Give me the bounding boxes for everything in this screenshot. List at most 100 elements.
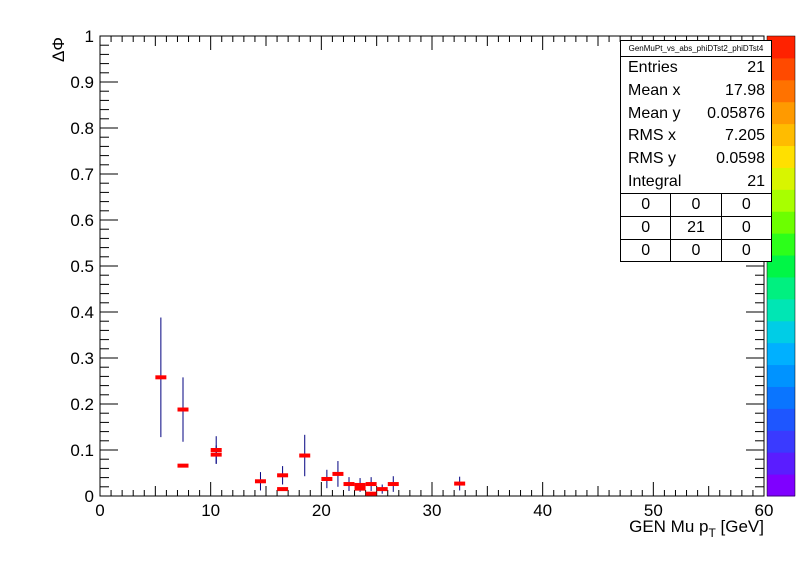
data-point [354,486,366,491]
x-tick-label: 40 [533,501,552,520]
axis-labels: GEN Mu pT [GeV] ΔΦ [49,37,764,540]
y-tick-label: 0.8 [70,119,94,138]
data-point [343,482,355,487]
y-tick-label: 0.4 [70,303,94,322]
data-point [277,473,289,478]
stats-grid-cell: 0 [621,194,672,216]
data-point [254,479,266,484]
data-point [277,487,289,492]
palette-band [767,57,795,81]
x-tick-label: 50 [644,501,663,520]
stats-box: GenMuPt_vs_abs_phiDTst2_phiDTst4 Entries… [620,40,772,263]
stats-label: RMS x [628,127,676,145]
stats-grid-cell: 0 [741,241,751,259]
stats-grid-cell: 0 [741,218,751,236]
data-point [387,482,399,487]
data-point [354,482,366,487]
stats-value: 0.05876 [707,104,765,122]
data-point [376,487,388,492]
y-tick-label: 0.7 [70,165,94,184]
y-tick-label: 0.9 [70,73,94,92]
data-markers [155,375,466,496]
stats-row: RMS x 7.205 [621,125,771,148]
stats-rows: Entries 21 Mean x 17.98 Mean y 0.05876 RMS x 7.… [621,57,771,193]
stats-value: 0.0598 [716,150,765,168]
stats-row: Mean x 17.98 [621,80,771,103]
data-point [177,407,189,412]
palette-band [767,211,795,234]
stats-label: RMS y [628,150,676,168]
palette-band [767,123,795,147]
data-point [155,375,167,380]
data-point [299,453,311,458]
data-point [177,463,189,468]
stats-box-title: GenMuPt_vs_abs_phiDTst2_phiDTst4 [621,41,771,57]
palette-band [767,408,795,431]
palette-band [767,320,795,344]
stats-grid-cell: 0 [671,194,722,216]
stats-label: Entries [628,59,678,77]
y-tick-label: 0 [85,487,94,506]
x-tick-label: 30 [423,501,442,520]
x-axis-title: GEN Mu pT [GeV] [629,517,764,540]
x-tick-label: 60 [755,501,774,520]
y-tick-label: 1 [85,27,94,46]
palette-band [767,430,795,453]
data-point [332,471,344,476]
data-point [365,482,377,487]
error-bars [160,317,461,494]
x-tick-label: 0 [95,501,104,520]
palette-band [767,101,795,125]
x-tick-label: 20 [312,501,331,520]
stats-grid-cell: 21 [671,216,722,239]
palette-band [767,276,795,300]
y-tick-label: 0.3 [70,349,94,368]
y-axis-title: ΔΦ [49,37,68,62]
data-point [365,491,377,496]
palette-band [767,145,795,168]
stats-grid: 0 0 0 0 21 0 0 0 0 [621,193,771,262]
axis-ticks: 0 10 20 30 40 50 6000.10.20.30.40.50.60.70.80.… [70,27,773,520]
y-tick-label: 0.2 [70,395,94,414]
stats-value: 7.205 [724,127,765,145]
stats-grid-cell: 0 [741,196,751,214]
stats-value: 21 [747,59,765,77]
palette-band [767,167,795,190]
stats-grid-cell: 0 [621,239,672,262]
stats-row: RMS y 0.0598 [621,148,771,171]
palette-band [767,79,795,103]
stats-row: Integral 21 [621,170,771,193]
palette-band [767,189,795,212]
palette-band [767,364,795,387]
palette-band [767,386,795,409]
stats-grid-cell: 0 [621,216,672,239]
stats-row: Mean y 0.05876 [621,102,771,125]
stats-label: Mean x [628,82,681,100]
y-tick-label: 0.5 [70,257,94,276]
stats-grid-cell: 0 [671,239,722,262]
stats-label: Mean y [628,104,681,122]
palette-band [767,36,795,59]
palette-border [766,35,796,497]
stats-row: Entries 21 [621,57,771,80]
data-point [210,448,222,452]
color-palette [766,35,796,497]
palette-band [767,298,795,322]
stats-value: 17.98 [724,82,765,100]
stats-value: 21 [747,172,765,190]
x-tick-label: 10 [201,501,220,520]
data-point [210,452,222,457]
y-tick-label: 0.6 [70,211,94,230]
palette-band [767,474,795,497]
data-point [321,476,333,481]
palette-band [767,342,795,366]
palette-band [767,233,795,256]
stats-grid-row: 0 21 0 [621,216,771,240]
stats-label: Integral [628,172,682,190]
y-tick-label: 0.1 [70,441,94,460]
palette-band [767,255,795,278]
palette-band [767,452,795,475]
